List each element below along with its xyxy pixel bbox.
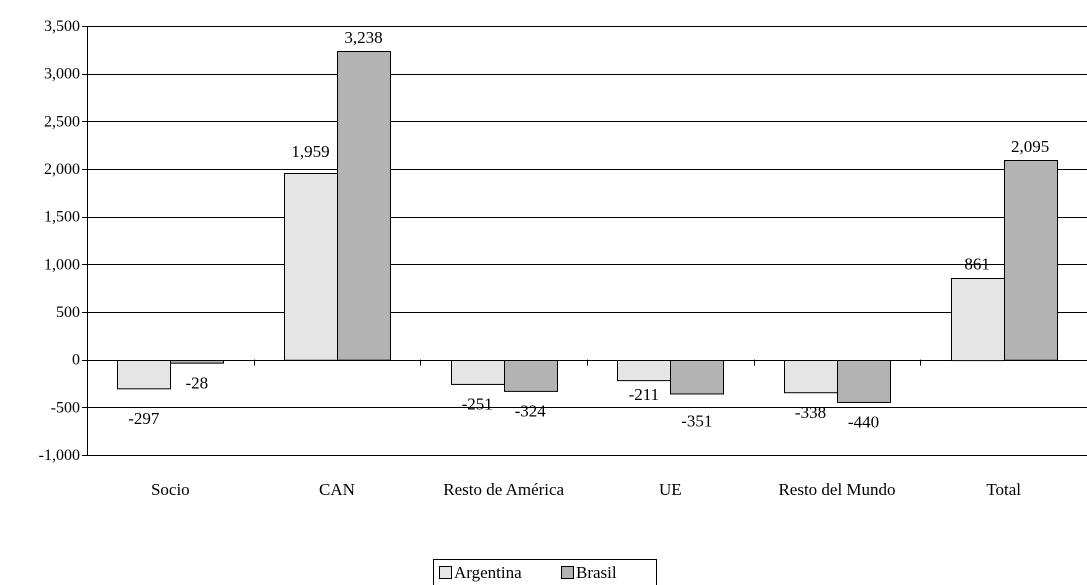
y-tick-label: 3,000	[44, 66, 80, 83]
bar-brasil	[1004, 160, 1058, 361]
data-label: -251	[462, 395, 493, 414]
legend-label-argentina: Argentina	[454, 563, 522, 582]
data-label: -28	[185, 373, 208, 392]
y-tick-label: 2,000	[44, 161, 80, 178]
y-tick-label: 0	[72, 352, 80, 369]
bar-argentina	[784, 360, 838, 394]
bar-argentina	[951, 278, 1005, 362]
y-tick-labels: 3,500 3,000 2,500 2,000 1,500 1,000 500 0 -500 -1…	[39, 18, 80, 464]
axes	[82, 26, 921, 456]
data-label: -297	[128, 409, 160, 428]
category-label: Resto del Mundo	[778, 480, 895, 499]
category-label: UE	[659, 480, 682, 499]
category-labels: Socio CAN Resto de América UE Resto del Mund…	[151, 480, 1021, 499]
gridlines	[87, 26, 1087, 456]
category-label: CAN	[319, 480, 355, 499]
y-tick-label: 500	[56, 304, 80, 321]
legend-label-brasil: Brasil	[576, 563, 617, 582]
bar-argentina	[451, 360, 505, 385]
data-label: -211	[629, 385, 660, 404]
legend: Argentina Brasil	[433, 559, 657, 585]
y-tick-label: -500	[51, 399, 80, 416]
bar-brasil	[504, 360, 558, 392]
data-label: -338	[795, 403, 826, 422]
bar-argentina	[284, 173, 338, 361]
y-tick-label: 1,500	[44, 209, 80, 226]
bars	[117, 51, 1058, 403]
bar-argentina	[617, 360, 671, 382]
data-labels: -297 -28 1,959 3,238 -251 -324 -211 -351 -338 -44…	[128, 28, 1049, 432]
legend-box	[433, 559, 657, 585]
legend-swatch-brasil	[561, 566, 574, 579]
y-tick-label: 3,500	[44, 18, 80, 35]
data-label: 3,238	[344, 28, 382, 47]
bar-brasil	[670, 360, 724, 395]
bar-brasil	[337, 51, 391, 361]
y-tick-label: 2,500	[44, 113, 80, 130]
data-label: 1,959	[291, 142, 329, 161]
y-tick-label: 1,000	[44, 256, 80, 273]
bar-argentina	[117, 360, 171, 390]
bar-brasil	[170, 360, 224, 364]
legend-swatch-argentina	[439, 566, 452, 579]
data-label: 2,095	[1011, 137, 1049, 156]
data-label: -324	[515, 402, 547, 421]
data-label: -440	[848, 413, 879, 432]
data-label: 861	[964, 255, 990, 274]
category-label: Total	[986, 480, 1021, 499]
y-tick-label: -1,000	[39, 447, 80, 464]
category-label: Resto de América	[443, 480, 564, 499]
category-label: Socio	[151, 480, 190, 499]
bar-brasil	[837, 360, 891, 403]
data-label: -351	[681, 411, 712, 430]
